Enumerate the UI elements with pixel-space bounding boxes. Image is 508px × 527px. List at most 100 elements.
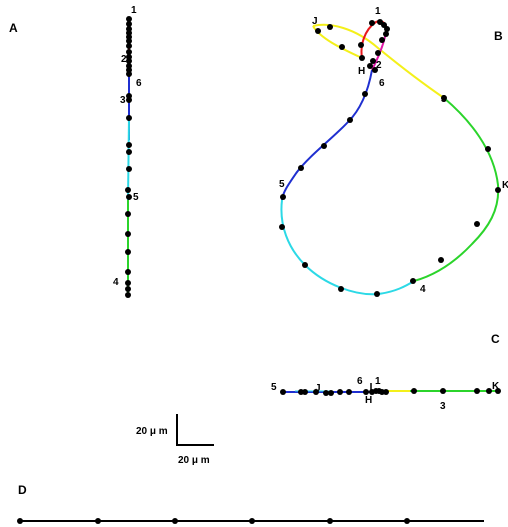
- track-point: [126, 43, 132, 49]
- panel-c-label-3: 3: [440, 401, 446, 412]
- track-point: [279, 224, 285, 230]
- track-point: [125, 286, 131, 292]
- track-point: [339, 44, 345, 50]
- panel-a-segment-cyan: [127, 117, 130, 201]
- panel-b-label-1: 1: [375, 6, 381, 17]
- track-point: [383, 31, 389, 37]
- panel-b-label-h: H: [358, 66, 365, 77]
- track-point: [126, 149, 132, 155]
- track-point: [125, 280, 131, 286]
- track-point: [384, 26, 390, 32]
- panel-b-label-6: 6: [379, 78, 385, 89]
- track-point: [327, 518, 333, 524]
- panel-b-segment-cyan: [280, 199, 415, 296]
- track-point: [440, 388, 446, 394]
- panel-c-label-h: H: [365, 395, 372, 406]
- track-point: [474, 388, 480, 394]
- track-point: [438, 257, 444, 263]
- track-point: [323, 390, 329, 396]
- panel-a-label-2: 2: [121, 54, 127, 65]
- track-point: [125, 292, 131, 298]
- track-point: [495, 187, 501, 193]
- track-point: [372, 67, 378, 73]
- panel-a-label: A: [9, 21, 18, 35]
- track-point: [337, 389, 343, 395]
- track-point: [338, 286, 344, 292]
- panel-c-dots: [280, 388, 501, 396]
- track-point: [321, 143, 327, 149]
- track-point: [126, 21, 132, 27]
- track-point: [126, 194, 132, 200]
- track-point: [126, 49, 132, 55]
- panel-b: B 1 J H 2 6 3 K 5 4: [279, 6, 508, 297]
- track-point: [346, 389, 352, 395]
- track-point: [369, 20, 375, 26]
- track-point: [126, 38, 132, 44]
- panel-a-label-4: 4: [113, 277, 119, 288]
- panel-a-label-5: 5: [133, 192, 139, 203]
- track-point: [125, 187, 131, 193]
- track-point: [126, 16, 132, 22]
- panel-b-label-2: 2: [376, 60, 382, 71]
- panel-b-label-5: 5: [279, 179, 285, 190]
- scale-bar-vertical-label: 20 μ m: [136, 426, 168, 437]
- panel-c-label-k: K: [492, 381, 500, 392]
- scale-bar: 20 μ m 20 μ m: [136, 414, 214, 466]
- track-point: [126, 115, 132, 121]
- panel-a-label-1: 1: [131, 5, 137, 16]
- panel-c-label-5: 5: [271, 382, 277, 393]
- track-point: [125, 249, 131, 255]
- panel-a-dots: [125, 16, 132, 298]
- track-point: [126, 142, 132, 148]
- track-point: [313, 389, 319, 395]
- track-point: [328, 390, 334, 396]
- panel-c-label-6: 6: [357, 376, 363, 387]
- track-point: [370, 58, 376, 64]
- panel-d-dots: [17, 518, 410, 524]
- track-point: [249, 518, 255, 524]
- track-point: [347, 117, 353, 123]
- track-point: [362, 91, 368, 97]
- track-point: [441, 95, 447, 101]
- track-point: [383, 389, 389, 395]
- panel-b-track: [280, 20, 500, 296]
- panel-d: D: [17, 483, 484, 524]
- track-point: [302, 262, 308, 268]
- track-point: [404, 518, 410, 524]
- panel-b-segment-blue: [281, 69, 373, 201]
- track-point: [474, 221, 480, 227]
- panel-b-label-4: 4: [420, 284, 426, 295]
- panel-b-dots: [279, 19, 501, 297]
- track-point: [126, 71, 132, 77]
- panel-b-segment-green: [413, 97, 500, 282]
- panel-a-label-6: 6: [136, 78, 142, 89]
- track-point: [125, 231, 131, 237]
- track-point: [298, 165, 304, 171]
- track-point: [410, 278, 416, 284]
- track-point: [302, 389, 308, 395]
- panel-c-label-1: 1: [375, 376, 381, 387]
- track-point: [363, 389, 369, 395]
- panel-a: A 1 2 6 3 5 4: [9, 5, 142, 298]
- track-point: [358, 42, 364, 48]
- track-point: [315, 28, 321, 34]
- panel-c-label: C: [491, 332, 500, 346]
- panel-c: C 5 J 6 1 H 3 K: [271, 332, 501, 412]
- track-point: [172, 518, 178, 524]
- track-point: [125, 269, 131, 275]
- track-point: [367, 63, 373, 69]
- scale-bar-lines: [176, 414, 214, 446]
- panel-c-label-j: J: [315, 383, 321, 394]
- track-point: [95, 518, 101, 524]
- track-point: [374, 291, 380, 297]
- track-point: [379, 37, 385, 43]
- track-point: [485, 146, 491, 152]
- track-point: [327, 24, 333, 30]
- track-point: [280, 194, 286, 200]
- track-point: [495, 388, 501, 394]
- track-point: [126, 166, 132, 172]
- panel-b-label: B: [494, 29, 503, 43]
- track-point: [375, 50, 381, 56]
- scale-bar-horizontal-label: 20 μ m: [178, 455, 210, 466]
